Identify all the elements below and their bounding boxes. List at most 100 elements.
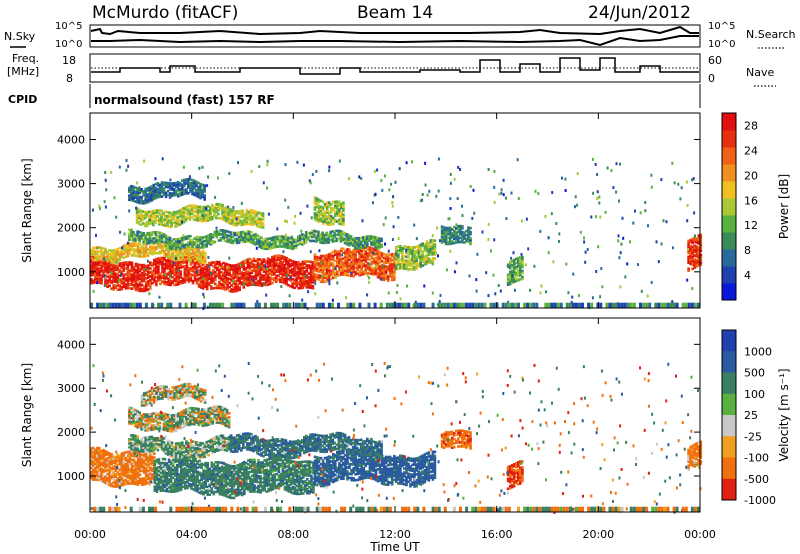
- power-cell: [256, 271, 260, 275]
- velocity-cell: [112, 465, 115, 468]
- freq-label-1: Freq.: [12, 52, 39, 65]
- power-cell: [194, 206, 198, 210]
- velocity-cell: [90, 447, 93, 450]
- power-cell: [229, 210, 232, 213]
- power-cell: [135, 213, 139, 216]
- power-cell: [205, 285, 209, 289]
- power-cell: [512, 264, 516, 268]
- power-cell: [305, 232, 308, 236]
- power-ground-cell: [135, 302, 139, 308]
- power-cell: [327, 215, 331, 218]
- power-cell: [112, 255, 115, 258]
- power-noise-cell: [505, 217, 508, 220]
- velocity-cell: [130, 466, 134, 469]
- power-noise-cell: [449, 207, 452, 210]
- power-cell: [315, 211, 319, 214]
- power-cell: [317, 256, 321, 259]
- power-cell: [203, 198, 206, 201]
- power-cell: [243, 215, 247, 218]
- colorbar-swatch: [722, 232, 736, 250]
- velocity-cell: [94, 476, 97, 479]
- power-cell: [174, 185, 178, 189]
- power-cell: [155, 259, 158, 263]
- power-cell: [362, 244, 365, 247]
- power-cell: [338, 204, 341, 208]
- power-cell: [261, 224, 265, 227]
- power-noise-cell: [455, 223, 458, 227]
- power-cell: [358, 262, 361, 265]
- power-cell: [697, 236, 701, 239]
- velocity-cell: [112, 475, 115, 478]
- power-cell: [378, 247, 381, 250]
- power-cell: [106, 258, 109, 262]
- power-cell: [273, 265, 276, 268]
- power-cell: [348, 250, 351, 254]
- power-cell: [136, 279, 140, 282]
- power-ground-cell: [327, 302, 331, 308]
- power-cell: [179, 250, 183, 254]
- power-cell: [407, 255, 410, 259]
- power-cell: [301, 235, 304, 238]
- power-cell: [239, 223, 243, 227]
- power-cell: [399, 251, 402, 254]
- power-cell: [248, 263, 252, 267]
- velocity-cell: [112, 485, 115, 488]
- power-cell: [362, 252, 366, 256]
- power-cell: [372, 239, 375, 243]
- power-cell: [699, 241, 703, 245]
- power-cell: [150, 194, 154, 198]
- power-cell: [175, 252, 178, 256]
- power-cell: [266, 247, 269, 251]
- power-cell: [344, 269, 347, 273]
- velocity-cell: [110, 453, 113, 456]
- power-cell: [120, 255, 124, 259]
- power-cell: [211, 205, 214, 209]
- power-cell: [321, 206, 325, 209]
- power-cell: [315, 230, 318, 233]
- power-cell: [157, 271, 160, 274]
- power-cell: [313, 279, 317, 282]
- power-cell: [199, 192, 202, 196]
- power-cell: [142, 249, 146, 252]
- power-cell: [313, 267, 317, 270]
- power-cell: [506, 277, 510, 280]
- power-ground-cell: [419, 302, 423, 308]
- power-noise-cell: [328, 169, 331, 173]
- power-noise-cell: [311, 173, 314, 177]
- power-cell: [321, 262, 325, 266]
- power-cell: [134, 288, 138, 292]
- power-cell: [161, 244, 164, 248]
- power-cell: [201, 253, 205, 257]
- power-cell: [134, 282, 138, 286]
- power-cell: [150, 216, 153, 219]
- power-cell: [239, 219, 243, 223]
- power-cell: [508, 274, 512, 278]
- velocity-cell: [108, 458, 111, 461]
- power-cell: [342, 269, 345, 272]
- power-cell: [433, 239, 437, 242]
- velocity-cell: [120, 474, 124, 477]
- power-cell: [354, 272, 357, 276]
- power-cell: [270, 238, 274, 242]
- power-cell: [354, 254, 357, 258]
- power-noise-cell: [308, 179, 311, 183]
- power-cell: [187, 191, 190, 195]
- power-cell: [340, 261, 343, 264]
- power-cell: [305, 276, 309, 279]
- power-cell: [508, 264, 512, 268]
- power-cell: [317, 238, 320, 242]
- power-cell: [181, 277, 185, 281]
- power-cell: [90, 249, 93, 252]
- power-cell: [289, 271, 292, 274]
- colorbar-swatch: [722, 164, 736, 182]
- velocity-cell: [96, 450, 99, 454]
- power-cell: [182, 212, 186, 216]
- power-cell: [237, 241, 241, 244]
- power-cell: [106, 254, 109, 258]
- power-cell: [417, 246, 420, 250]
- power-noise-cell: [262, 181, 265, 185]
- power-cell: [135, 221, 139, 224]
- power-cell: [315, 259, 319, 263]
- power-cell: [277, 274, 280, 277]
- freq-tick-top: 18: [62, 54, 76, 67]
